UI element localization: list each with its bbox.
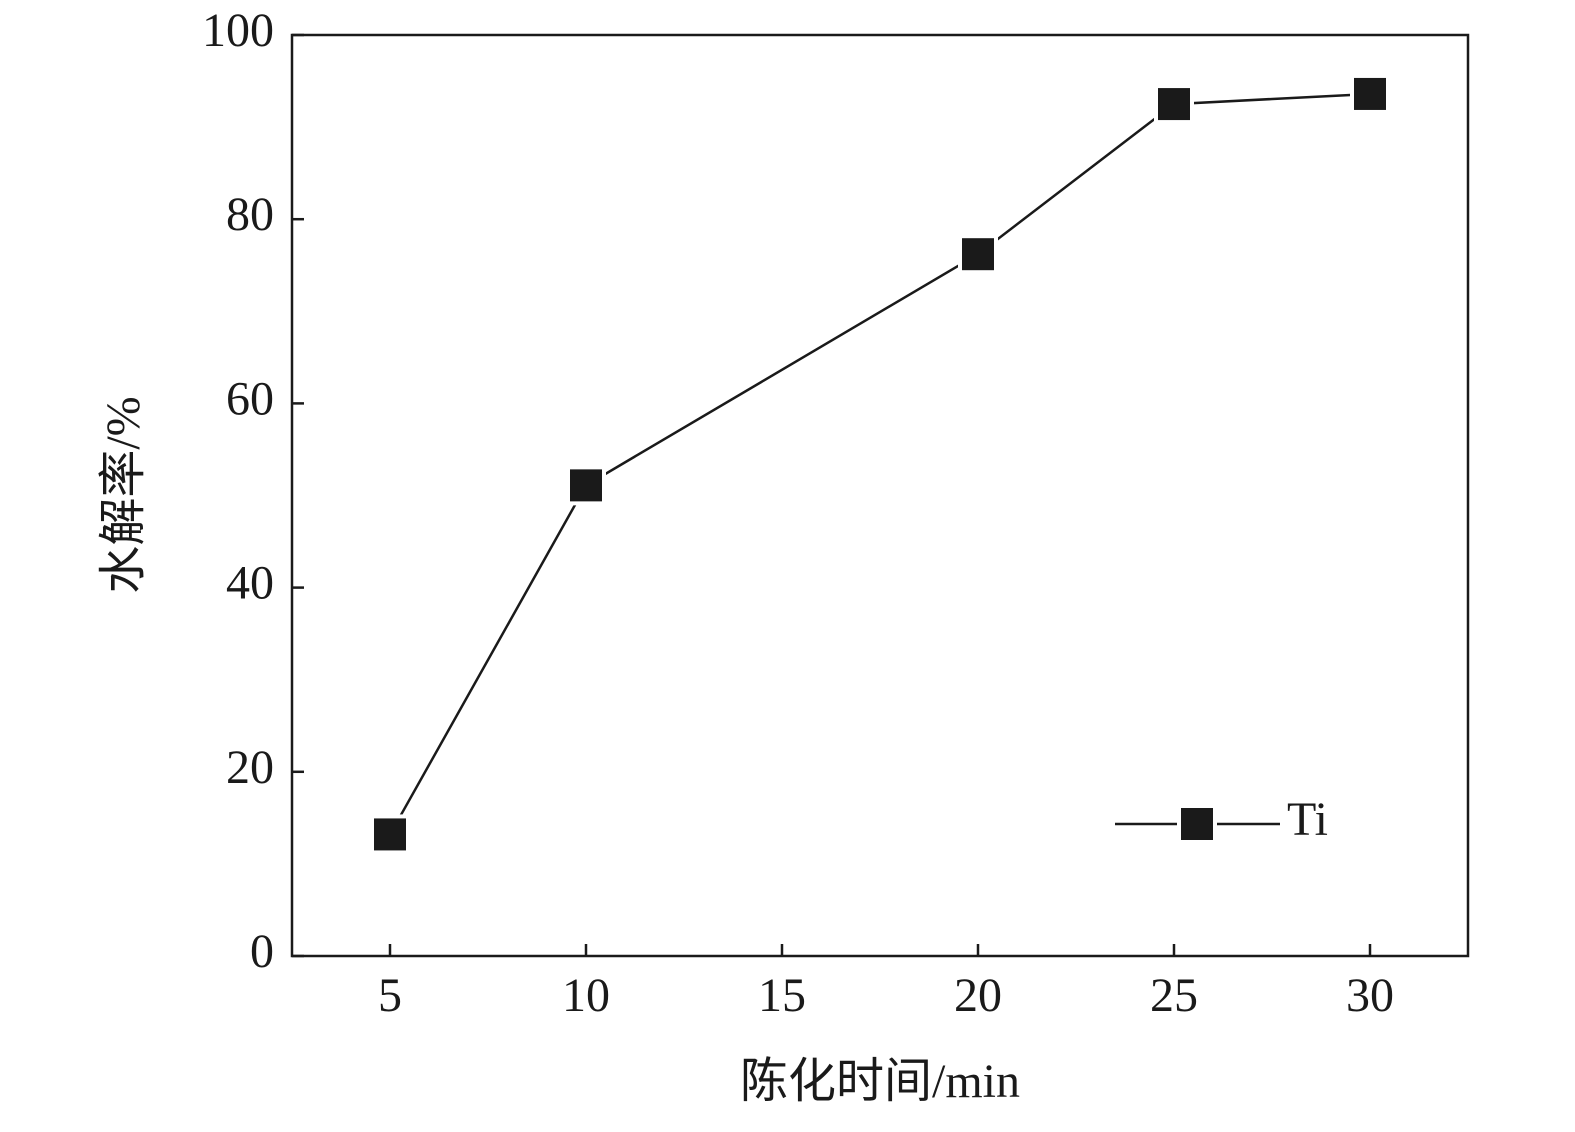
marker [1154, 84, 1194, 125]
x-tick-label: 5 [378, 969, 402, 1022]
x-tick-label: 10 [562, 969, 610, 1022]
x-tick-label: 25 [1150, 969, 1198, 1022]
y-axis-label: 水解率/% [97, 396, 150, 593]
x-tick-label: 20 [954, 969, 1002, 1022]
x-tick-label: 15 [758, 969, 806, 1022]
legend-marker [1177, 804, 1217, 844]
marker [1350, 73, 1390, 114]
y-tick-label: 60 [226, 372, 274, 425]
y-tick-label: 0 [250, 925, 274, 978]
y-tick-label: 80 [226, 188, 274, 241]
y-tick-label: 20 [226, 741, 274, 794]
series-line [388, 92, 1371, 836]
legend-label: Ti [1287, 793, 1328, 846]
y-tick-label: 100 [202, 4, 274, 57]
marker [370, 814, 410, 855]
x-axis-label: 陈化时间/min [740, 1055, 1020, 1108]
plot-frame [290, 33, 1470, 958]
marker [958, 234, 998, 275]
marker [566, 465, 606, 506]
x-tick-label: 30 [1346, 969, 1394, 1022]
y-tick-label: 40 [226, 557, 274, 610]
